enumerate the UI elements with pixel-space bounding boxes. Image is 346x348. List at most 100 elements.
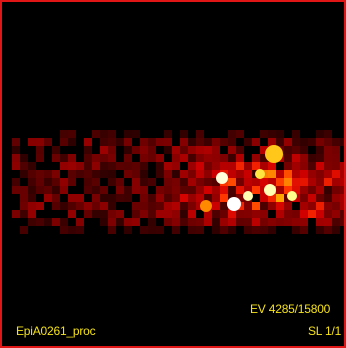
heatmap-cell	[340, 202, 344, 210]
heatmap-cell	[164, 186, 172, 194]
heatmap-cell	[124, 162, 132, 170]
heatmap-cell	[212, 146, 220, 154]
heatmap-cell	[132, 130, 140, 138]
heatmap-cell	[36, 154, 44, 162]
heatmap-cell	[324, 202, 332, 210]
heatmap-cell	[28, 218, 36, 226]
heatmap-cell	[52, 218, 60, 226]
heatmap-cell	[52, 178, 60, 186]
heatmap-cell	[36, 202, 44, 210]
heatmap-cell	[204, 178, 212, 186]
heatmap-cell	[108, 146, 116, 154]
heatmap-cell	[204, 218, 212, 226]
heatmap-cell	[28, 178, 36, 186]
heatmap-cell	[68, 226, 76, 234]
heatmap-cell	[156, 210, 164, 218]
heatmap-cell	[36, 186, 44, 194]
heatmap-cell	[236, 162, 244, 170]
heatmap-cell	[268, 202, 276, 210]
heatmap-cell	[100, 170, 108, 178]
heatmap-cell	[324, 162, 332, 170]
heatmap-cell	[244, 138, 252, 146]
heatmap-cell	[148, 202, 156, 210]
heatmap-cell	[132, 146, 140, 154]
heatmap-cell	[228, 178, 236, 186]
heatmap-cell	[172, 194, 180, 202]
heatmap-cell	[108, 218, 116, 226]
heatmap-cell	[268, 162, 276, 170]
heatmap-cell	[20, 202, 28, 210]
heatmap-cell	[100, 162, 108, 170]
heatmap-cell	[220, 194, 228, 202]
heatmap-cell	[332, 170, 340, 178]
heatmap-cell	[284, 138, 292, 146]
heatmap-cell	[188, 178, 196, 186]
heatmap-cell	[196, 162, 204, 170]
heatmap-cell	[228, 226, 236, 234]
heatmap-cell	[124, 186, 132, 194]
heatmap-cell	[276, 178, 284, 186]
heatmap-cell	[124, 154, 132, 162]
heatmap-cell	[52, 194, 60, 202]
heatmap-cell	[36, 146, 44, 154]
heatmap-cell	[172, 210, 180, 218]
heatmap-cell	[284, 146, 292, 154]
heatmap-cell	[316, 138, 324, 146]
heatmap-cell	[156, 170, 164, 178]
heatmap-cell	[44, 138, 52, 146]
heatmap-cell	[196, 154, 204, 162]
heatmap-cell	[44, 186, 52, 194]
heatmap-cell	[236, 218, 244, 226]
heatmap-cell	[36, 170, 44, 178]
heatmap-cell	[260, 130, 268, 138]
heatmap-cell	[220, 186, 228, 194]
heatmap-cell	[116, 186, 124, 194]
heatmap-cell	[180, 202, 188, 210]
heatmap-cell	[300, 146, 308, 154]
heatmap-cell	[20, 154, 28, 162]
heatmap-cell	[84, 210, 92, 218]
hotspot	[216, 172, 228, 184]
heatmap-cell	[156, 154, 164, 162]
heatmap-cell	[300, 202, 308, 210]
heatmap-cell	[268, 178, 276, 186]
heatmap-cell	[180, 146, 188, 154]
heatmap-cell	[316, 154, 324, 162]
heatmap-cell	[44, 178, 52, 186]
heatmap-cell	[172, 186, 180, 194]
heatmap-cell	[156, 226, 164, 234]
heatmap-cell	[132, 218, 140, 226]
heatmap-cell	[140, 170, 148, 178]
heatmap-cell	[148, 218, 156, 226]
heatmap-cell	[164, 210, 172, 218]
heatmap-cell	[228, 130, 236, 138]
heatmap-cell	[300, 162, 308, 170]
heatmap-cell	[60, 218, 68, 226]
heatmap-cell	[340, 210, 344, 218]
heatmap-cell	[228, 154, 236, 162]
heatmap-cell	[124, 146, 132, 154]
heatmap-cell	[108, 162, 116, 170]
heatmap-cell	[148, 194, 156, 202]
heatmap-cell	[292, 226, 300, 234]
heatmap-cell	[68, 162, 76, 170]
heatmap-cell	[140, 146, 148, 154]
heatmap-cell	[108, 170, 116, 178]
heatmap-cell	[92, 170, 100, 178]
heatmap-cell	[316, 170, 324, 178]
heatmap-cell	[60, 138, 68, 146]
heatmap-cell	[284, 170, 292, 178]
heatmap-cell	[188, 186, 196, 194]
heatmap-cell	[292, 154, 300, 162]
heatmap-cell	[236, 154, 244, 162]
heatmap-cell	[60, 130, 68, 138]
heatmap-cell	[164, 178, 172, 186]
heatmap-cell	[92, 194, 100, 202]
heatmap-cell	[228, 218, 236, 226]
heatmap-cell	[332, 210, 340, 218]
heatmap-cell	[220, 154, 228, 162]
heatmap-cell	[316, 210, 324, 218]
heatmap-cell	[44, 218, 52, 226]
heatmap-cell	[100, 130, 108, 138]
